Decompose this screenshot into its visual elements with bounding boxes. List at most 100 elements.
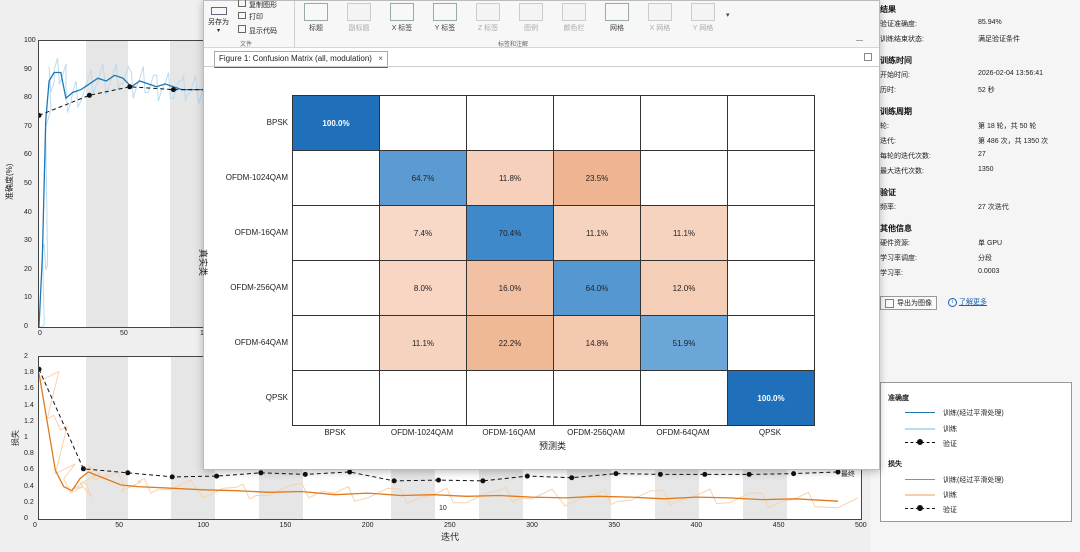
y-tick-label: 1 [24,434,28,441]
legend-acc-train: 训练 [943,426,957,433]
validation-point [347,469,353,475]
y-tick-label: 1.8 [24,369,34,377]
print-button[interactable]: 打印 [238,12,263,22]
validation-point [127,84,133,90]
confusion-cell-value: 70.4% [498,228,522,238]
y-tick-label: 1.4 [24,401,34,409]
annotation-icon [562,3,586,21]
annot-group-label: 标签和注解 [498,42,529,48]
close-icon[interactable]: × [378,54,383,63]
confusion-cell [640,95,728,151]
tool-2-button[interactable]: X 标签 [382,1,422,33]
collapse-icon[interactable]: — [856,37,863,44]
confusion-cell: 11.1% [553,205,641,261]
y-tick-label: 2 [24,353,28,360]
y-tick-label: 60 [24,151,32,159]
export-icon [885,298,894,308]
results-value: 单 GPU [978,240,1003,247]
learn-more-link[interactable]: i 了解更多 [948,297,987,307]
maximize-icon[interactable] [864,53,872,61]
y-tick-label: 1.2 [24,417,34,425]
epoch-band [86,357,128,519]
tool-8-button[interactable]: X 网格 [640,1,680,33]
confusion-cell [727,205,815,261]
tool-3-button[interactable]: Y 标签 [425,1,465,33]
confusion-row-label: OFDM-16QAM [234,227,288,237]
confusion-cell [727,150,815,206]
tool-5-button[interactable]: 图例 [511,1,551,33]
tool-label: 网格 [610,25,624,32]
results-value: 0.0003 [978,268,1000,275]
results-section-title: 其他信息 [880,224,912,233]
confusion-x-label: 预测类 [539,441,567,451]
y-tick-label: 40 [24,208,32,216]
confusion-cell-value: 8.0% [413,283,433,293]
y-tick-label: 90 [24,65,32,73]
confusion-cell [292,370,380,426]
tool-1-button[interactable]: 副标题 [339,1,379,33]
figure-tab[interactable]: Figure 1: Confusion Matrix (all, modulat… [214,51,388,68]
confusion-row-label: QPSK [265,392,288,402]
results-key: 最大迭代次数: [880,168,924,175]
validation-point [302,471,308,477]
tool-6-button[interactable]: 颜色栏 [554,1,594,33]
x-tick-label: 0 [33,522,37,529]
training-smoothed-line [39,373,839,502]
results-key: 训练结束状态: [880,36,924,43]
save-as-button[interactable]: 另存为 ▾ [208,7,229,34]
legend-acc-smooth-line [905,412,935,413]
tool-label: 图例 [524,25,538,32]
confusion-matrix: BPSK BPSK OFDM-1024QAM OFDM-1024QAM OFDM-16Q… [204,67,879,467]
x-tick-label: 50 [120,330,128,337]
confusion-cell [553,370,641,426]
confusion-cell-value: 64.0% [585,283,609,293]
copy-figure-button[interactable]: 复制图形 [238,0,277,10]
tool-9-button[interactable]: Y 网格 [683,1,723,33]
validation-point [39,112,42,118]
tool-4-button[interactable]: Z 标签 [468,1,508,33]
annotation-icon [691,3,715,21]
grid-icon [605,3,629,21]
tool-label: Y 网格 [692,25,714,32]
divider [204,66,879,67]
legend-loss-smooth: 训练(经过平滑处理) [943,477,1004,484]
training-raw-line [39,58,207,327]
y-tick-label: 50 [24,180,32,187]
tool-label: Z 标签 [477,25,499,32]
epoch-marker: 10 [439,505,447,512]
validation-point [80,466,86,472]
results-key: 硬件资源: [880,240,910,247]
tool-7-button[interactable]: 网格 [597,1,637,33]
x-tick-label: 200 [361,522,374,529]
figure-window: 另存为 ▾ 复制图形 打印 显示代码 文件 标题 副标题 X 标签 Y 标签 Z 标签 图… [198,0,880,470]
legend-loss-train-line [905,494,935,496]
toolstrip: 另存为 ▾ 复制图形 打印 显示代码 文件 标题 副标题 X 标签 Y 标签 Z 标签 图… [204,0,879,48]
legend-acc-title: 准确度 [888,395,909,402]
validation-point [657,471,663,477]
legend-loss-train: 训练 [943,492,957,499]
validation-point [39,366,42,372]
y-tick-label: 0.6 [24,466,34,474]
training-raw-line [39,370,859,509]
accuracy-y-label: 准确度(%) [5,163,14,200]
confusion-y-label: 真实类 [198,249,208,277]
toolstrip-expand-icon[interactable]: ▾ [726,12,730,19]
tool-0-button[interactable]: 标题 [296,1,336,33]
confusion-col-label: QPSK [758,428,782,437]
export-image-button[interactable]: 导出为图像 [880,296,937,310]
y-tick-label: 1.6 [24,385,34,393]
confusion-cell-value: 64.7% [411,173,435,183]
confusion-cell [379,95,467,151]
validation-point [702,471,708,477]
show-code-button[interactable]: 显示代码 [238,25,277,36]
annotation-icon [648,3,672,21]
confusion-cell-value: 11.8% [498,173,522,183]
y-tick-label: 80 [24,94,32,102]
confusion-cell: 23.5% [553,150,641,206]
loss-curves [39,366,859,509]
results-key: 迭代: [880,138,896,145]
validation-point [169,474,175,480]
info-icon: i [948,297,957,307]
results-key: 学习率: [880,270,903,277]
validation-point [791,471,797,477]
